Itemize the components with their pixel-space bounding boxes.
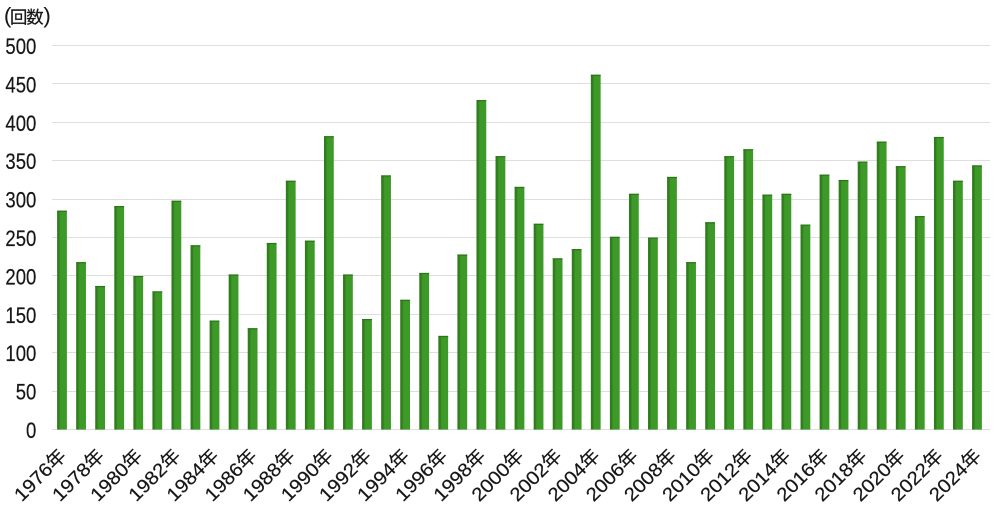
svg-text:450: 450	[5, 72, 36, 97]
svg-text:0: 0	[26, 418, 36, 443]
svg-text:250: 250	[5, 226, 36, 251]
svg-text:200: 200	[5, 264, 36, 289]
svg-text:(: (	[4, 3, 12, 28]
svg-text:50: 50	[16, 380, 37, 405]
svg-text:500: 500	[5, 34, 36, 59]
svg-text:100: 100	[5, 341, 36, 366]
svg-text:150: 150	[5, 303, 36, 328]
svg-text:): )	[43, 3, 51, 28]
svg-text:400: 400	[5, 111, 36, 136]
svg-text:300: 300	[5, 188, 36, 213]
svg-text:350: 350	[5, 149, 36, 174]
